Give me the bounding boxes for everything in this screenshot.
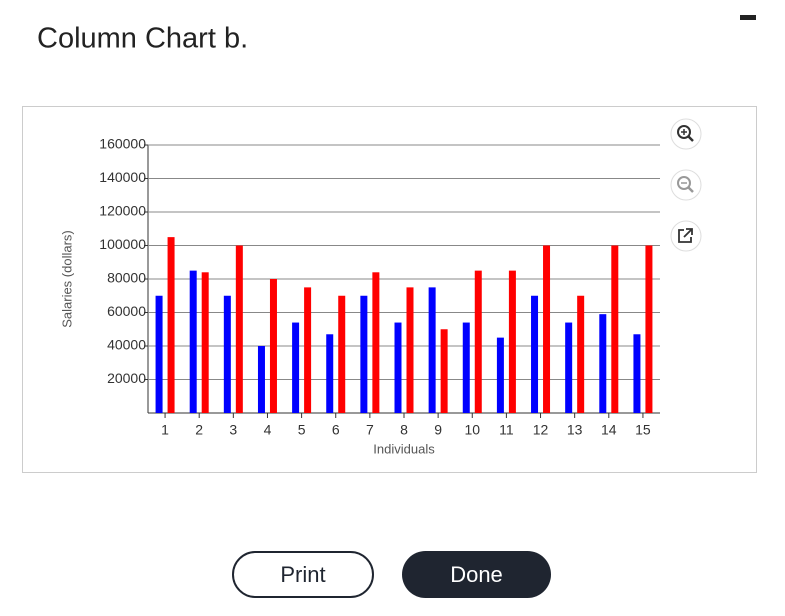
bar [372, 272, 380, 413]
bar [223, 295, 231, 413]
chart-title: Column Chart b. [37, 23, 248, 55]
bar [167, 237, 175, 413]
x-tick-label: 9 [434, 422, 442, 438]
bar [428, 287, 436, 413]
x-tick-label: 11 [499, 422, 514, 438]
bar [611, 245, 619, 413]
bar [543, 245, 551, 413]
bar [508, 270, 516, 413]
bar [577, 295, 585, 413]
x-tick-label: 7 [366, 422, 374, 438]
y-axis-label: Salaries (dollars) [59, 230, 74, 328]
bar [326, 334, 334, 413]
y-tick-label: 140000 [99, 169, 146, 185]
bar [189, 270, 197, 413]
x-tick-label: 1 [161, 422, 169, 438]
x-tick-label: 6 [332, 422, 340, 438]
zoom-out[interactable] [670, 169, 702, 201]
bar [406, 287, 414, 413]
bar [257, 346, 265, 413]
minimize-icon[interactable] [740, 15, 756, 20]
x-tick-label: 13 [567, 422, 583, 438]
open-external[interactable] [670, 220, 702, 252]
x-tick-label: 10 [464, 422, 480, 438]
x-tick-label: 5 [298, 422, 306, 438]
bar [440, 329, 448, 413]
bar [155, 295, 163, 413]
y-tick-label: 80000 [107, 270, 146, 286]
bar [633, 334, 641, 413]
x-tick-label: 14 [601, 422, 617, 438]
bar [462, 322, 470, 413]
bar [201, 272, 209, 413]
bar [360, 295, 368, 413]
bar [394, 322, 402, 413]
bar [531, 295, 539, 413]
y-tick-label: 40000 [107, 337, 146, 353]
x-tick-label: 4 [264, 422, 272, 438]
print-button[interactable]: Print [232, 551, 374, 598]
bar [496, 337, 504, 413]
bar [474, 270, 482, 413]
y-tick-label: 60000 [107, 303, 146, 319]
y-tick-label: 20000 [107, 370, 146, 386]
x-tick-label: 12 [533, 422, 549, 438]
bar [599, 314, 607, 413]
chart-frame [22, 106, 757, 473]
done-button[interactable]: Done [402, 551, 551, 598]
bar [304, 287, 312, 413]
zoom-in[interactable] [670, 118, 702, 150]
bar [292, 322, 300, 413]
bar [235, 245, 243, 413]
bar [269, 279, 277, 413]
bar [338, 295, 346, 413]
chart: Column Chart b. Salaries (dollars) Indiv… [22, 15, 757, 473]
y-tick-label: 120000 [99, 203, 146, 219]
y-tick-label: 160000 [99, 136, 146, 152]
bar [565, 322, 573, 413]
bar [645, 245, 653, 413]
x-tick-label: 3 [229, 422, 237, 438]
y-tick-label: 100000 [99, 236, 146, 252]
x-tick-label: 8 [400, 422, 408, 438]
x-axis-label: Individuals [373, 441, 435, 456]
x-tick-label: 2 [195, 422, 203, 438]
x-tick-label: 15 [635, 422, 651, 438]
